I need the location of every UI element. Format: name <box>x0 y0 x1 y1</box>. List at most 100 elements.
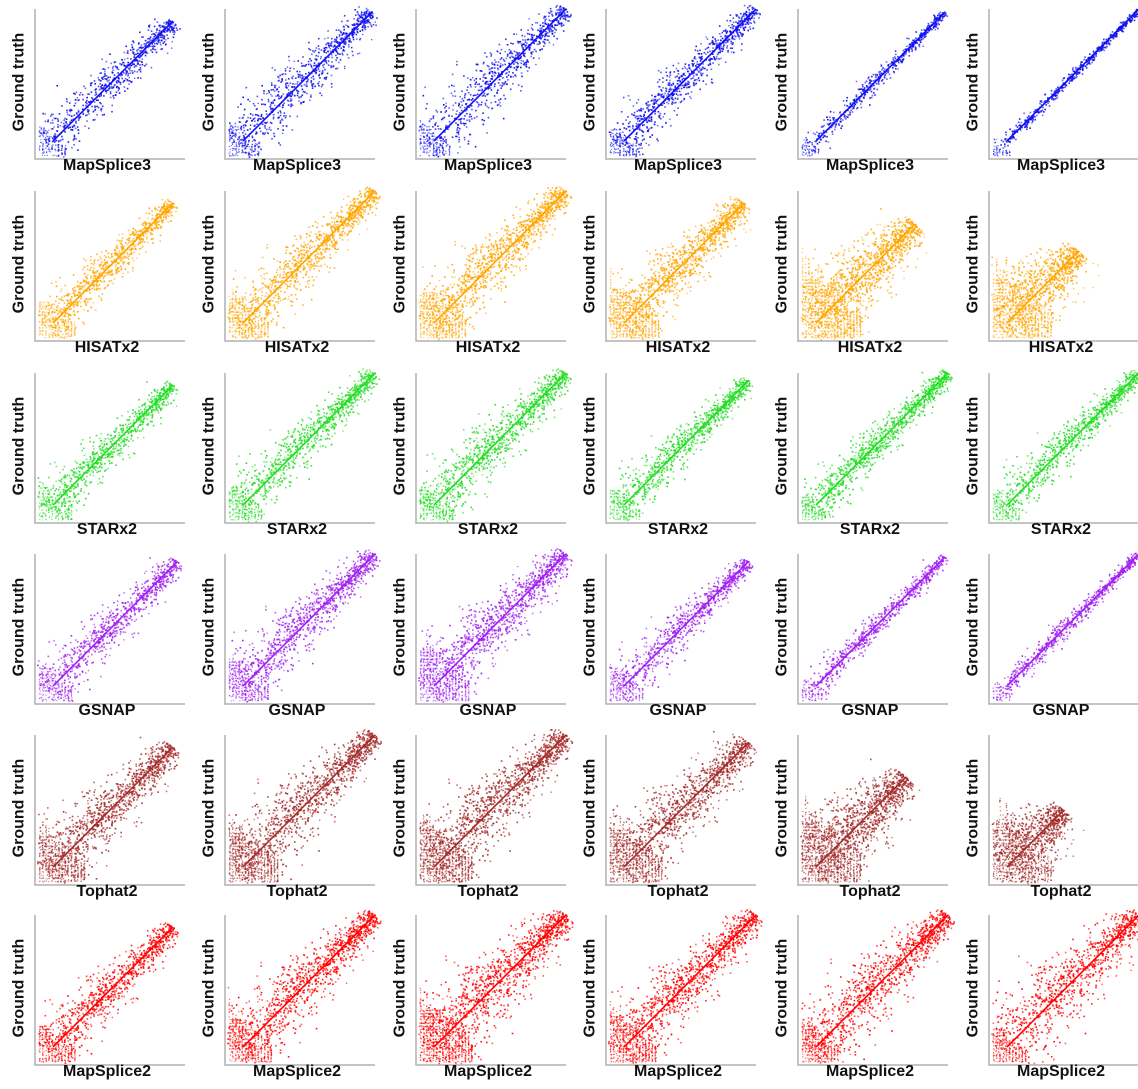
scatter-point <box>426 103 428 105</box>
scatter-point <box>567 11 569 13</box>
scatter-point <box>266 122 268 124</box>
scatter-point <box>41 330 42 331</box>
scatter-point <box>492 71 494 73</box>
scatter-point <box>63 123 65 125</box>
scatter-point <box>294 61 295 62</box>
scatter-point <box>123 62 125 64</box>
scatter-point <box>699 53 701 55</box>
scatter-point <box>636 132 638 134</box>
scatter-point <box>341 21 343 23</box>
scatter-point <box>318 56 320 58</box>
scatter-point <box>1134 17 1136 19</box>
scatter-point <box>288 92 290 94</box>
scatter-point <box>94 105 96 107</box>
scatter-point <box>1039 103 1041 105</box>
scatter-point <box>925 35 927 37</box>
scatter-point <box>737 34 739 36</box>
scatter-point <box>80 92 82 94</box>
scatter-point <box>100 88 102 90</box>
scatter-point <box>540 25 542 27</box>
scatter-point <box>458 105 460 107</box>
scatter-point <box>90 83 92 85</box>
scatter-point <box>297 83 299 85</box>
scatter-point <box>910 43 912 45</box>
scatter-point <box>666 88 668 90</box>
scatter-point <box>420 149 421 150</box>
scatter-point <box>436 148 437 149</box>
scatter-point <box>261 116 263 118</box>
scatter-point <box>349 38 351 40</box>
diagonal-core <box>624 9 756 141</box>
scatter-point <box>172 31 174 33</box>
scatter-point <box>660 89 662 91</box>
scatter-point <box>124 80 126 82</box>
scatter-point <box>268 129 269 130</box>
scatter-point <box>863 97 865 99</box>
scatter-point <box>288 104 290 106</box>
scatter-point <box>531 39 533 41</box>
scatter-point <box>238 149 239 150</box>
scatter-point <box>725 30 727 32</box>
scatter-point <box>302 77 304 79</box>
scatter-point <box>504 64 506 66</box>
scatter-point <box>443 154 445 156</box>
scatter-point <box>716 58 718 60</box>
scatter-point <box>655 96 657 98</box>
scatter-point <box>488 117 490 119</box>
scatter-point <box>323 67 325 69</box>
scatter-point <box>133 42 135 44</box>
scatter-point <box>936 24 938 26</box>
scatter-point <box>747 19 749 21</box>
scatter-point <box>56 85 58 87</box>
scatter-point <box>310 49 312 51</box>
scatter-point <box>610 151 611 152</box>
scatter-point <box>125 74 127 76</box>
scatter-point <box>1018 125 1020 127</box>
scatter-point <box>272 67 274 69</box>
x-axis-label: MapSplice3 <box>413 157 563 175</box>
scatter-point <box>45 308 46 309</box>
scatter-point <box>271 84 273 86</box>
scatter-point <box>421 142 422 143</box>
scatter-point <box>699 89 701 91</box>
scatter-point <box>243 125 245 127</box>
scatter-point <box>338 29 340 31</box>
scatter-point <box>420 121 421 122</box>
scatter-point <box>547 39 549 41</box>
scatter-point <box>527 61 529 63</box>
scatter-point <box>895 50 897 52</box>
scatter-point <box>640 109 642 111</box>
scatter-point <box>101 108 103 110</box>
scatter-point <box>1066 85 1068 87</box>
scatter-point <box>455 122 457 124</box>
scatter-point <box>159 42 161 44</box>
scatter-point <box>712 40 714 42</box>
scatter-point <box>868 83 870 85</box>
scatter-point <box>242 144 243 145</box>
scatter-point <box>266 93 268 95</box>
scatter-point <box>937 23 939 25</box>
scatter-point <box>474 80 476 82</box>
scatter-point <box>871 76 873 78</box>
scatter-point <box>1127 17 1129 19</box>
scatter-point <box>45 130 46 131</box>
scatter-point <box>748 23 750 25</box>
scatter-point <box>151 30 153 32</box>
scatter-point <box>46 335 47 336</box>
scatter-point <box>111 87 113 89</box>
scatter-point <box>91 106 93 108</box>
scatter-point <box>842 119 844 121</box>
scatter-point <box>54 118 56 120</box>
scatter-point <box>491 54 493 56</box>
scatter-point <box>240 127 242 129</box>
scatter-point <box>249 101 251 103</box>
scatter-point <box>443 150 445 152</box>
scatter-point <box>421 126 422 127</box>
scatter-point <box>749 22 751 24</box>
scatter-point <box>165 44 167 46</box>
scatter-point <box>458 124 460 126</box>
scatter-point <box>530 52 532 54</box>
scatter-point <box>527 33 529 35</box>
scatter-point <box>670 125 672 127</box>
scatter-point <box>140 77 142 79</box>
